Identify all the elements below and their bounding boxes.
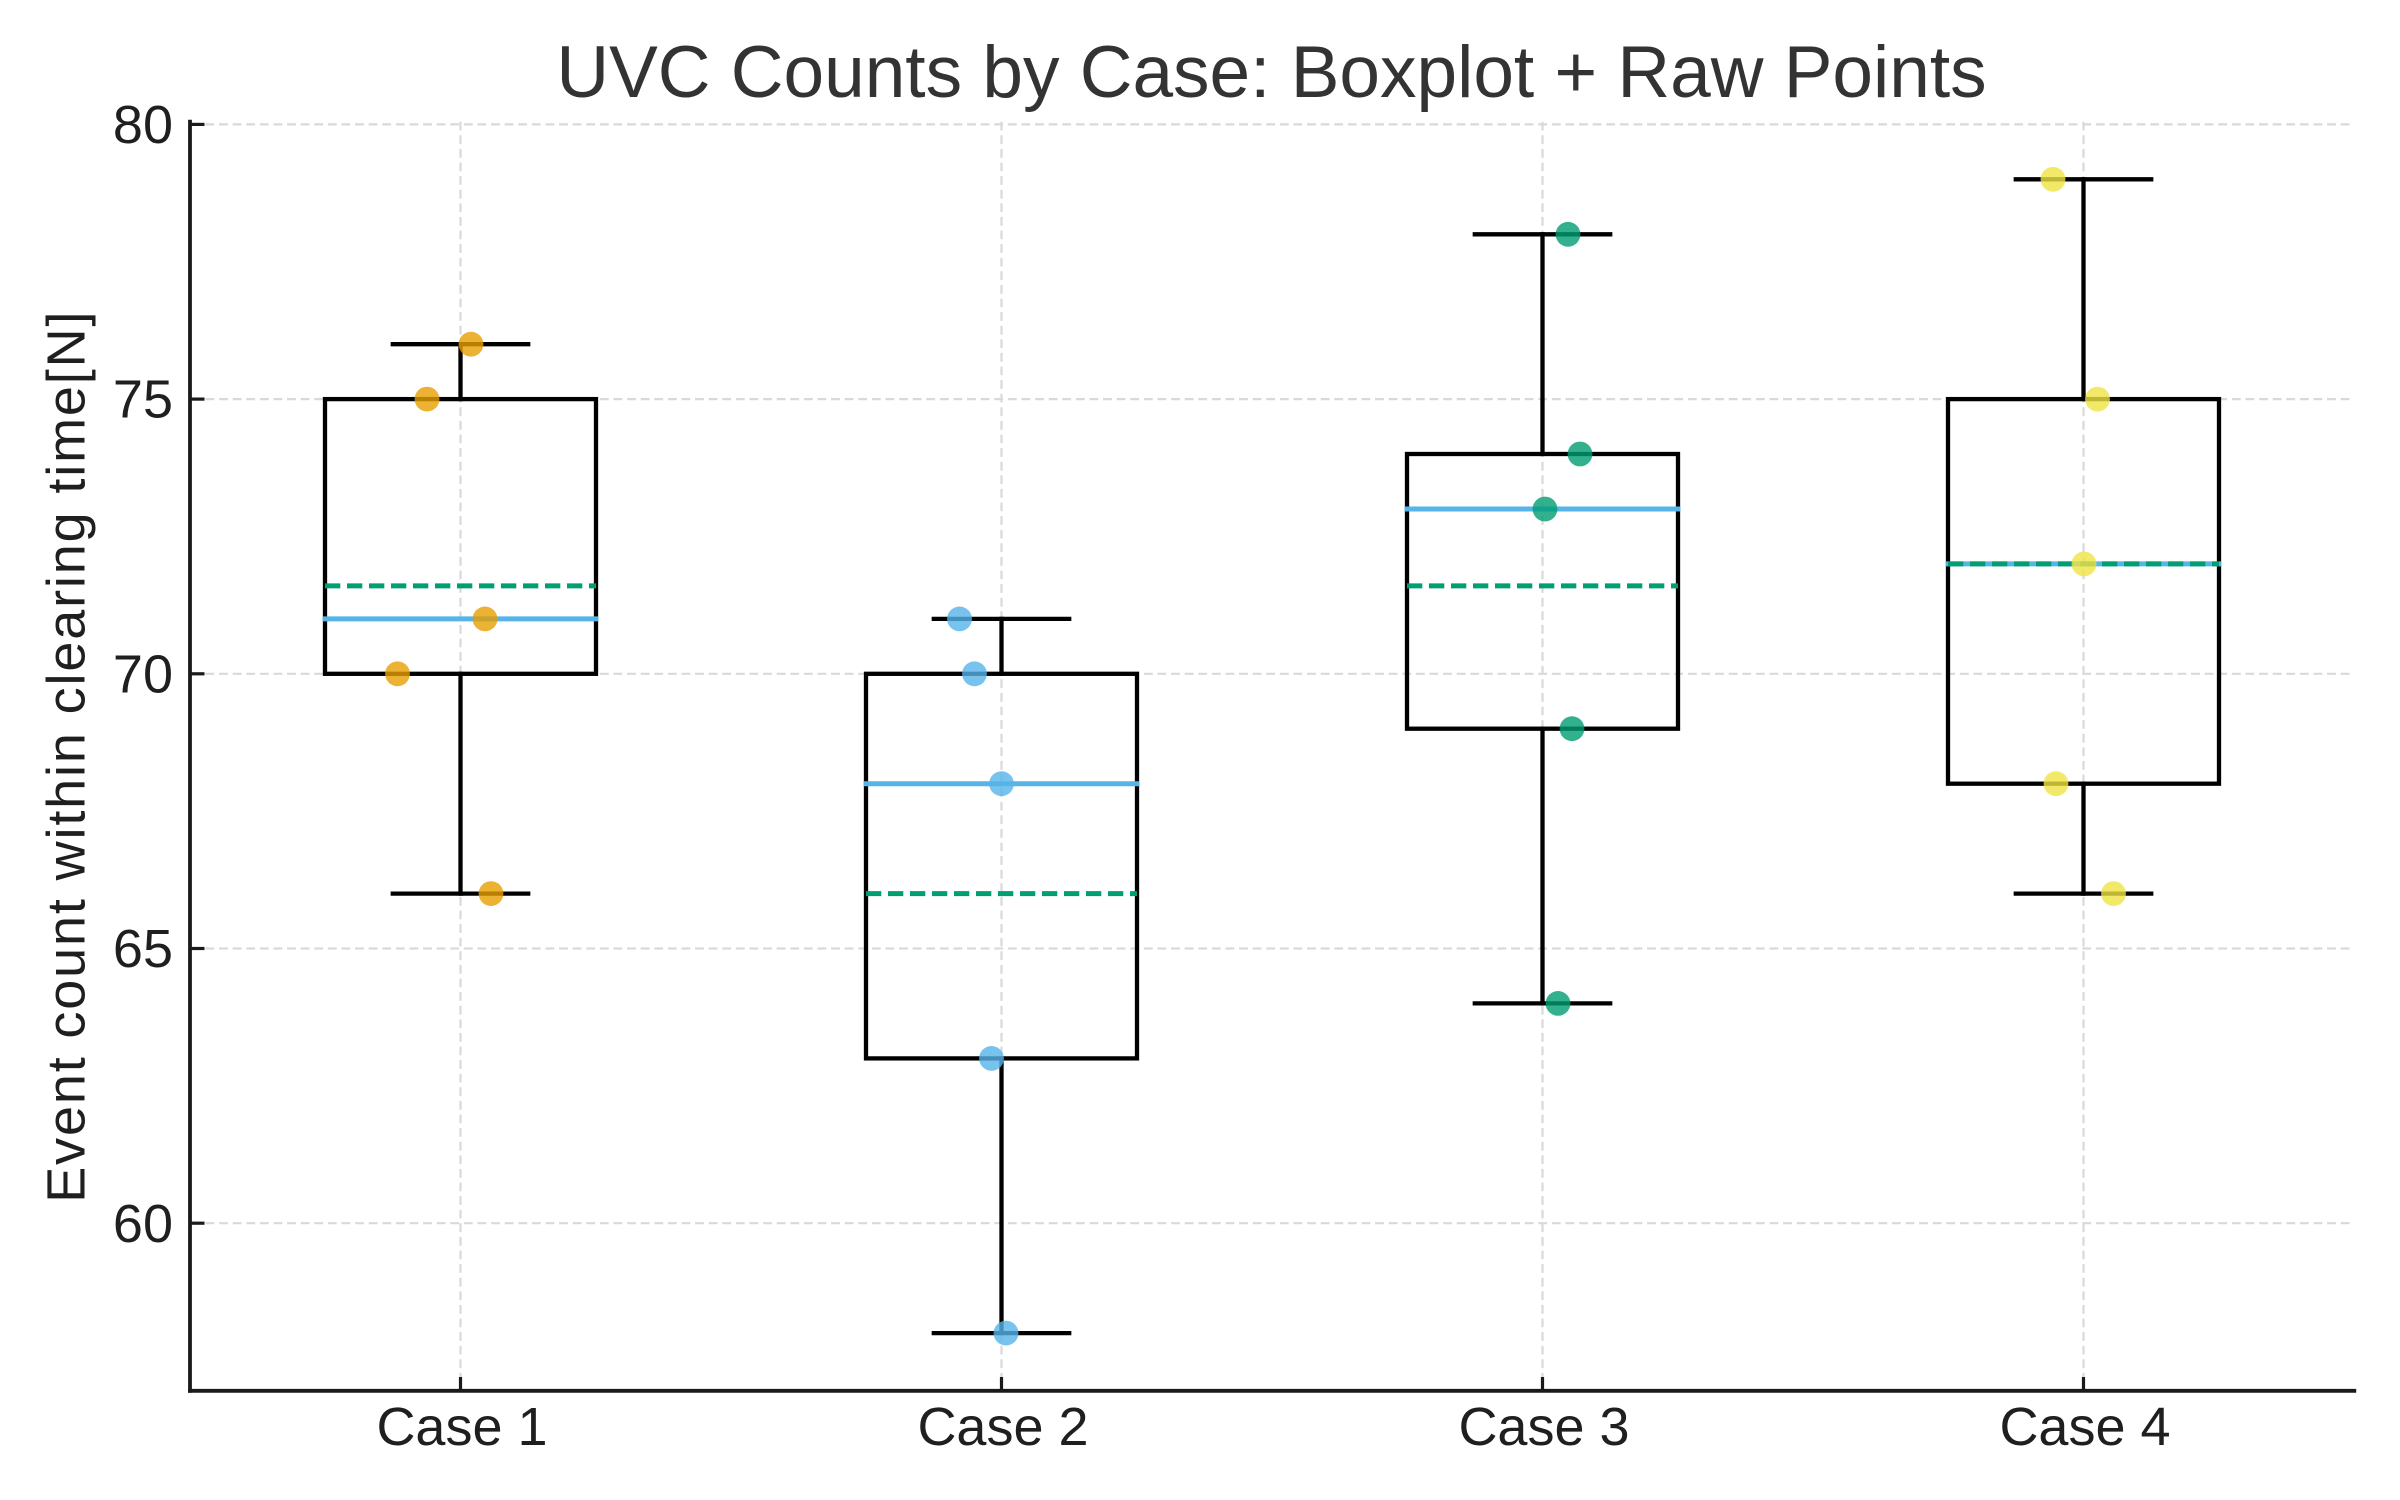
svg-text:Event count within clearing ti: Event count within clearing time[N] (37, 310, 97, 1203)
svg-text:70: 70 (113, 644, 173, 704)
svg-text:Case 3: Case 3 (1458, 1397, 1629, 1457)
svg-text:65: 65 (113, 919, 173, 979)
svg-text:Case 1: Case 1 (376, 1397, 547, 1457)
svg-text:80: 80 (113, 95, 173, 155)
svg-text:Case 4: Case 4 (1999, 1397, 2170, 1457)
svg-text:75: 75 (113, 370, 173, 430)
svg-text:60: 60 (113, 1194, 173, 1254)
svg-text:Case 2: Case 2 (917, 1397, 1088, 1457)
svg-text:UVC Counts by Case: Boxplot +: UVC Counts by Case: Boxplot + Raw Points (556, 32, 1986, 113)
